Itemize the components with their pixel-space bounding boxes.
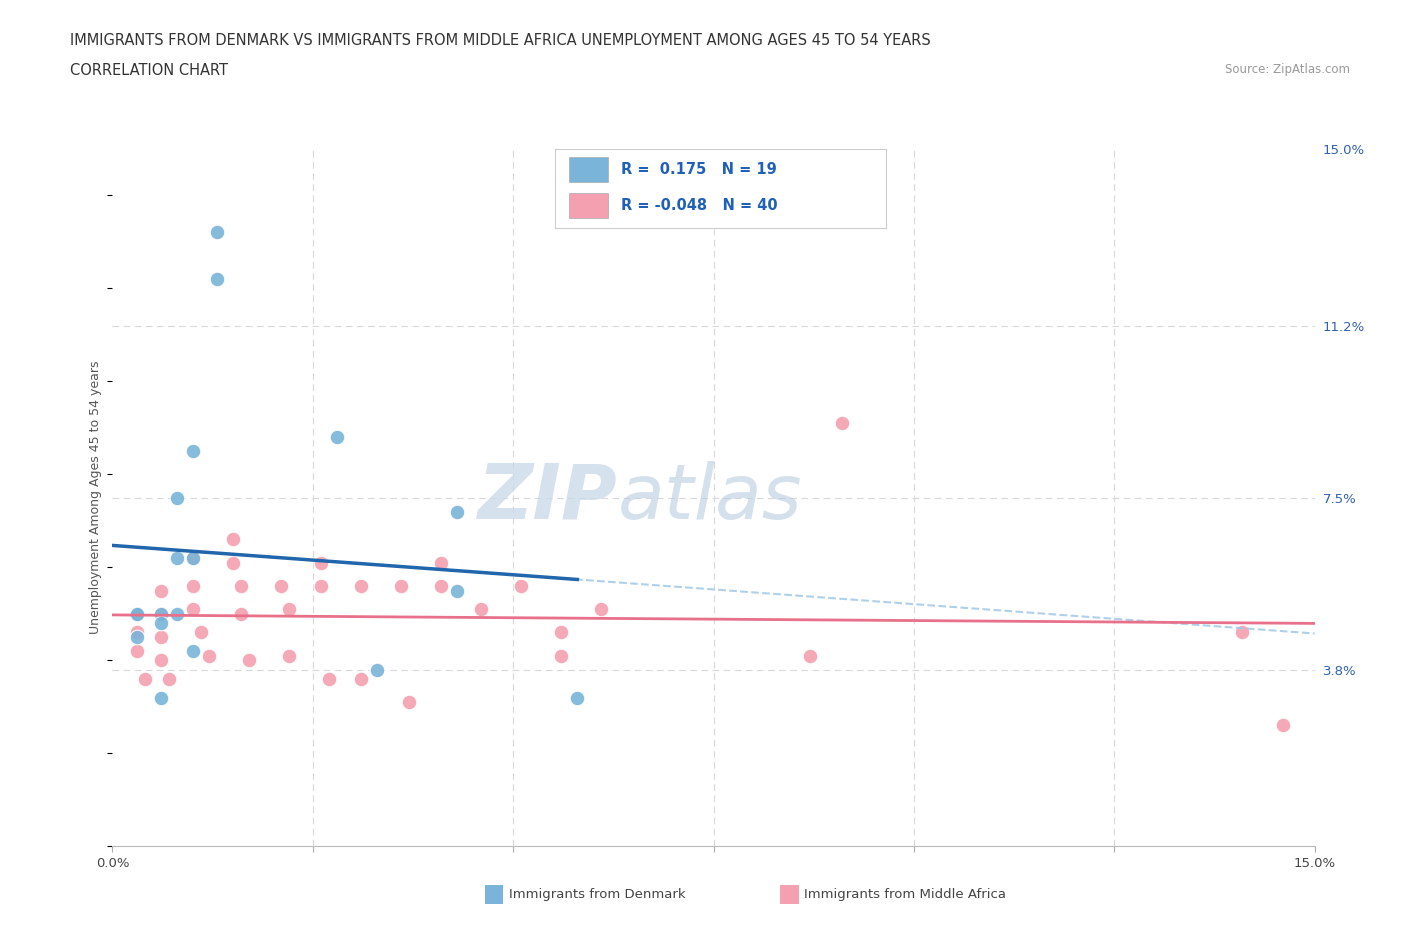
Point	[149, 690, 172, 705]
Point	[181, 602, 204, 617]
Point	[550, 625, 572, 640]
Point	[149, 583, 172, 598]
Text: Immigrants from Denmark: Immigrants from Denmark	[509, 888, 686, 901]
Point	[125, 630, 148, 644]
Point	[1232, 625, 1254, 640]
Point	[591, 602, 613, 617]
Point	[149, 606, 172, 621]
Point	[149, 653, 172, 668]
Point	[181, 578, 204, 593]
Point	[197, 648, 219, 663]
Point	[470, 602, 492, 617]
Text: CORRELATION CHART: CORRELATION CHART	[70, 63, 228, 78]
Point	[309, 555, 332, 570]
Point	[125, 606, 148, 621]
Point	[366, 662, 388, 677]
Text: R =  0.175   N = 19: R = 0.175 N = 19	[621, 162, 778, 177]
Text: ZIP: ZIP	[478, 460, 617, 535]
Text: Immigrants from Middle Africa: Immigrants from Middle Africa	[804, 888, 1007, 901]
Point	[270, 578, 292, 593]
Point	[181, 644, 204, 658]
Point	[277, 648, 299, 663]
Point	[430, 578, 453, 593]
Point	[229, 578, 252, 593]
Point	[326, 430, 349, 445]
Point	[350, 671, 373, 686]
Point	[389, 578, 412, 593]
Point	[181, 551, 204, 565]
Point	[510, 578, 533, 593]
Y-axis label: Unemployment Among Ages 45 to 54 years: Unemployment Among Ages 45 to 54 years	[89, 361, 103, 634]
Point	[1271, 718, 1294, 733]
Point	[125, 625, 148, 640]
Point	[125, 606, 148, 621]
Point	[166, 490, 188, 505]
Point	[350, 578, 373, 593]
Point	[446, 504, 468, 519]
Point	[277, 602, 299, 617]
FancyBboxPatch shape	[568, 193, 609, 219]
Point	[238, 653, 260, 668]
Point	[550, 648, 572, 663]
Point	[446, 583, 468, 598]
Text: Source: ZipAtlas.com: Source: ZipAtlas.com	[1225, 63, 1350, 76]
Point	[166, 551, 188, 565]
Point	[318, 671, 340, 686]
Text: R = -0.048   N = 40: R = -0.048 N = 40	[621, 198, 778, 213]
Point	[229, 606, 252, 621]
Point	[181, 444, 204, 458]
Point	[149, 616, 172, 631]
Point	[398, 695, 420, 710]
Point	[309, 578, 332, 593]
Text: IMMIGRANTS FROM DENMARK VS IMMIGRANTS FROM MIDDLE AFRICA UNEMPLOYMENT AMONG AGES: IMMIGRANTS FROM DENMARK VS IMMIGRANTS FR…	[70, 33, 931, 47]
Point	[567, 690, 589, 705]
Point	[205, 272, 228, 286]
Point	[125, 644, 148, 658]
Point	[149, 630, 172, 644]
Point	[125, 606, 148, 621]
Point	[799, 648, 821, 663]
Point	[190, 625, 212, 640]
FancyBboxPatch shape	[568, 157, 609, 182]
Point	[222, 532, 245, 547]
Point	[149, 606, 172, 621]
Point	[222, 555, 245, 570]
Point	[205, 225, 228, 240]
Text: atlas: atlas	[617, 460, 801, 535]
Point	[831, 416, 853, 431]
Point	[134, 671, 156, 686]
Point	[166, 606, 188, 621]
Point	[181, 551, 204, 565]
Point	[157, 671, 180, 686]
Point	[430, 555, 453, 570]
